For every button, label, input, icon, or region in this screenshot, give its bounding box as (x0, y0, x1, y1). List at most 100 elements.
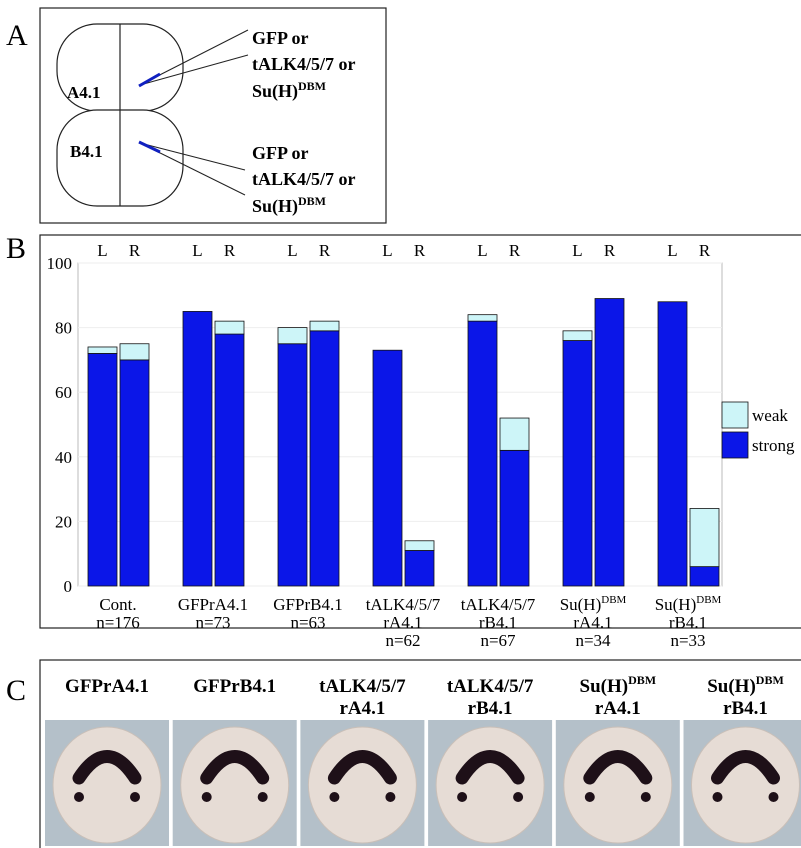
stain-dot (202, 792, 212, 802)
bar-segment (373, 350, 402, 586)
stain-dot (130, 792, 140, 802)
injection-label: Su(H) (252, 81, 298, 102)
x-group-label: tALK4/5/7 (366, 595, 441, 614)
superscript: DBM (696, 594, 721, 606)
x-group-label: rB4.1 (669, 613, 707, 632)
side-label: L (477, 241, 487, 260)
legend-swatch (722, 432, 748, 458)
x-group-label: rA4.1 (383, 613, 422, 632)
image-title: tALK4/5/7 (319, 676, 406, 697)
image-title: rA4.1 (595, 698, 641, 719)
stain-dot (457, 792, 467, 802)
bar-segment (215, 321, 244, 334)
x-group-label: n=34 (575, 631, 611, 650)
bar-segment (278, 344, 307, 586)
bar-segment (563, 341, 592, 586)
figure: A B C A4.1 B4.1 GFP or tALK4/5/7 or Su(H… (0, 0, 801, 848)
x-group-label: n=62 (385, 631, 420, 650)
y-tick-label: 0 (64, 577, 73, 596)
x-group-label: n=176 (96, 613, 140, 632)
image-title: Su(H)DBM (707, 673, 784, 697)
x-group-label: n=34 (575, 631, 611, 650)
stain-dot (769, 792, 779, 802)
cell-label: A4.1 (67, 83, 101, 102)
x-group-label: GFPrA4.1 (178, 595, 248, 614)
y-tick-label: 40 (55, 448, 72, 467)
embryo (53, 727, 161, 843)
panel-label: C (6, 674, 26, 707)
x-group-label: GFPrB4.1 (273, 595, 342, 614)
stain-dot (385, 792, 395, 802)
stain-dot (329, 792, 339, 802)
bar-segment (310, 321, 339, 331)
side-label: R (509, 241, 521, 260)
injection-label: Su(H)DBM (252, 79, 326, 102)
y-tick-label: 60 (55, 383, 72, 402)
x-group-label: rB4.1 (669, 613, 707, 632)
x-group-label: n=63 (290, 613, 325, 632)
x-group-label: rA4.1 (573, 613, 612, 632)
bar-segment (120, 344, 149, 360)
side-label: L (192, 241, 202, 260)
side-label: L (667, 241, 677, 260)
x-group-label: n=176 (96, 613, 140, 632)
bar-segment (88, 347, 117, 353)
x-group-label: n=33 (670, 631, 705, 650)
bar-segment (500, 450, 529, 586)
side-label: L (287, 241, 297, 260)
image-title: tALK4/5/7 (319, 676, 406, 697)
legend-label: weak (752, 406, 788, 425)
bar-segment (690, 508, 719, 566)
x-group-label: n=33 (670, 631, 705, 650)
image-title: GFPrB4.1 (193, 676, 276, 697)
side-label: R (699, 241, 711, 260)
x-group-label: GFPrB4.1 (273, 595, 342, 614)
superscript: DBM (298, 79, 326, 93)
side-label: L (382, 241, 392, 260)
x-group-label: Su(H)DBM (655, 594, 722, 614)
bar-segment (468, 315, 497, 321)
x-group-label: rA4.1 (573, 613, 612, 632)
legend-label: strong (752, 436, 795, 455)
image-title: GFPrB4.1 (193, 676, 276, 697)
superscript: DBM (628, 673, 656, 687)
x-group-label: Su(H)DBM (560, 594, 627, 614)
side-label: R (414, 241, 426, 260)
cell-label: B4.1 (70, 142, 103, 161)
x-group-label: tALK4/5/7 (461, 595, 536, 614)
bar-segment (278, 328, 307, 344)
stain-dot (585, 792, 595, 802)
image-title: rA4.1 (595, 698, 641, 719)
image-title: tALK4/5/7 (447, 676, 534, 697)
x-group-label: n=67 (480, 631, 516, 650)
image-title: rB4.1 (723, 698, 768, 719)
y-tick-label: 80 (55, 319, 72, 338)
side-label: R (129, 241, 141, 260)
legend-swatch (722, 402, 748, 428)
injection-label: GFP or (252, 28, 309, 48)
stain-dot (513, 792, 523, 802)
side-label: L (97, 241, 107, 260)
bar-segment (595, 299, 624, 586)
embryo (308, 727, 416, 843)
superscript: DBM (756, 673, 784, 687)
x-group-label: tALK4/5/7 (461, 595, 536, 614)
x-group-label: rB4.1 (479, 613, 517, 632)
image-title: GFPrA4.1 (65, 676, 149, 697)
side-label: R (319, 241, 331, 260)
x-group-label: GFPrA4.1 (178, 595, 248, 614)
x-group-label: n=73 (195, 613, 230, 632)
bar-segment (500, 418, 529, 450)
panel-label: A (6, 19, 28, 52)
stain-dot (74, 792, 84, 802)
stain-dot (258, 792, 268, 802)
x-group-label: n=67 (480, 631, 516, 650)
x-group-label: rB4.1 (479, 613, 517, 632)
embryo (564, 727, 672, 843)
stain-dot (713, 792, 723, 802)
bar-segment (405, 541, 434, 551)
side-label: R (604, 241, 616, 260)
x-group-label: tALK4/5/7 (366, 595, 441, 614)
bar-segment (658, 302, 687, 586)
image-title: Su(H) (580, 676, 629, 697)
